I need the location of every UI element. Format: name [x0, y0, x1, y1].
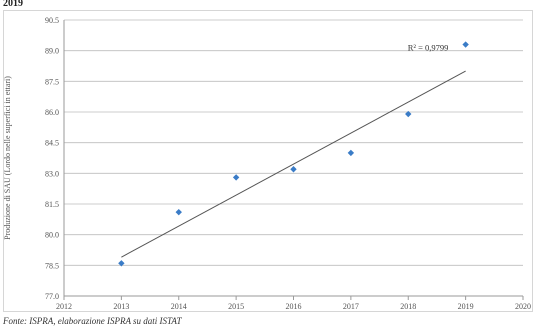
x-tick-label: 2013 — [113, 302, 129, 311]
x-tick-label: 2014 — [171, 302, 187, 311]
grid-lines — [64, 19, 523, 297]
y-tick-label: 83.0 — [45, 169, 59, 178]
x-tick-label: 2017 — [343, 302, 359, 311]
chart-title-fragment: 2019 — [3, 0, 23, 9]
data-point — [405, 110, 412, 118]
y-tick-label: 89.0 — [45, 47, 59, 56]
y-axis-label: Produzione di SAU (Lordo nelle superfici… — [3, 76, 12, 240]
linear-trendline — [121, 70, 466, 258]
scatter-chart: 77.0 78.5 80.0 81.5 83.0 84.5 86.0 87.5 89.0 90.5… — [3, 16, 531, 311]
x-tick-label: 2016 — [286, 302, 302, 311]
x-tick-label: 2015 — [228, 302, 244, 311]
data-point — [118, 260, 125, 267]
x-tick-label: 2018 — [400, 302, 416, 311]
y-tick-label: 78.5 — [45, 261, 59, 270]
y-tick-label: 86.0 — [45, 108, 59, 117]
data-points — [118, 41, 469, 267]
source-note: Fonte: ISPRA, elaborazione ISPRA su dati… — [3, 316, 182, 326]
data-point — [232, 174, 240, 181]
data-point — [347, 149, 355, 157]
axes — [63, 20, 524, 300]
y-tick-label: 81.5 — [45, 200, 59, 209]
chart-frame — [3, 10, 533, 312]
r-squared-annotation: R² = 0,9799 — [408, 43, 449, 53]
data-point — [175, 208, 182, 216]
x-tick-label: 2019 — [458, 302, 474, 311]
y-tick-label: 80.0 — [45, 231, 59, 240]
x-tick-label: 2012 — [56, 302, 72, 311]
data-point — [462, 41, 469, 48]
y-tick-label: 90.5 — [45, 16, 59, 25]
y-tick-label: 77.0 — [45, 292, 59, 301]
data-point — [290, 166, 297, 173]
trendline-layer — [121, 70, 466, 258]
y-tick-label: 84.5 — [45, 139, 59, 148]
y-tick-label: 87.5 — [45, 77, 59, 86]
x-tick-label: 2020 — [515, 302, 531, 311]
tick-labels: 77.0 78.5 80.0 81.5 83.0 84.5 86.0 87.5 89.0 90.5… — [45, 16, 531, 311]
